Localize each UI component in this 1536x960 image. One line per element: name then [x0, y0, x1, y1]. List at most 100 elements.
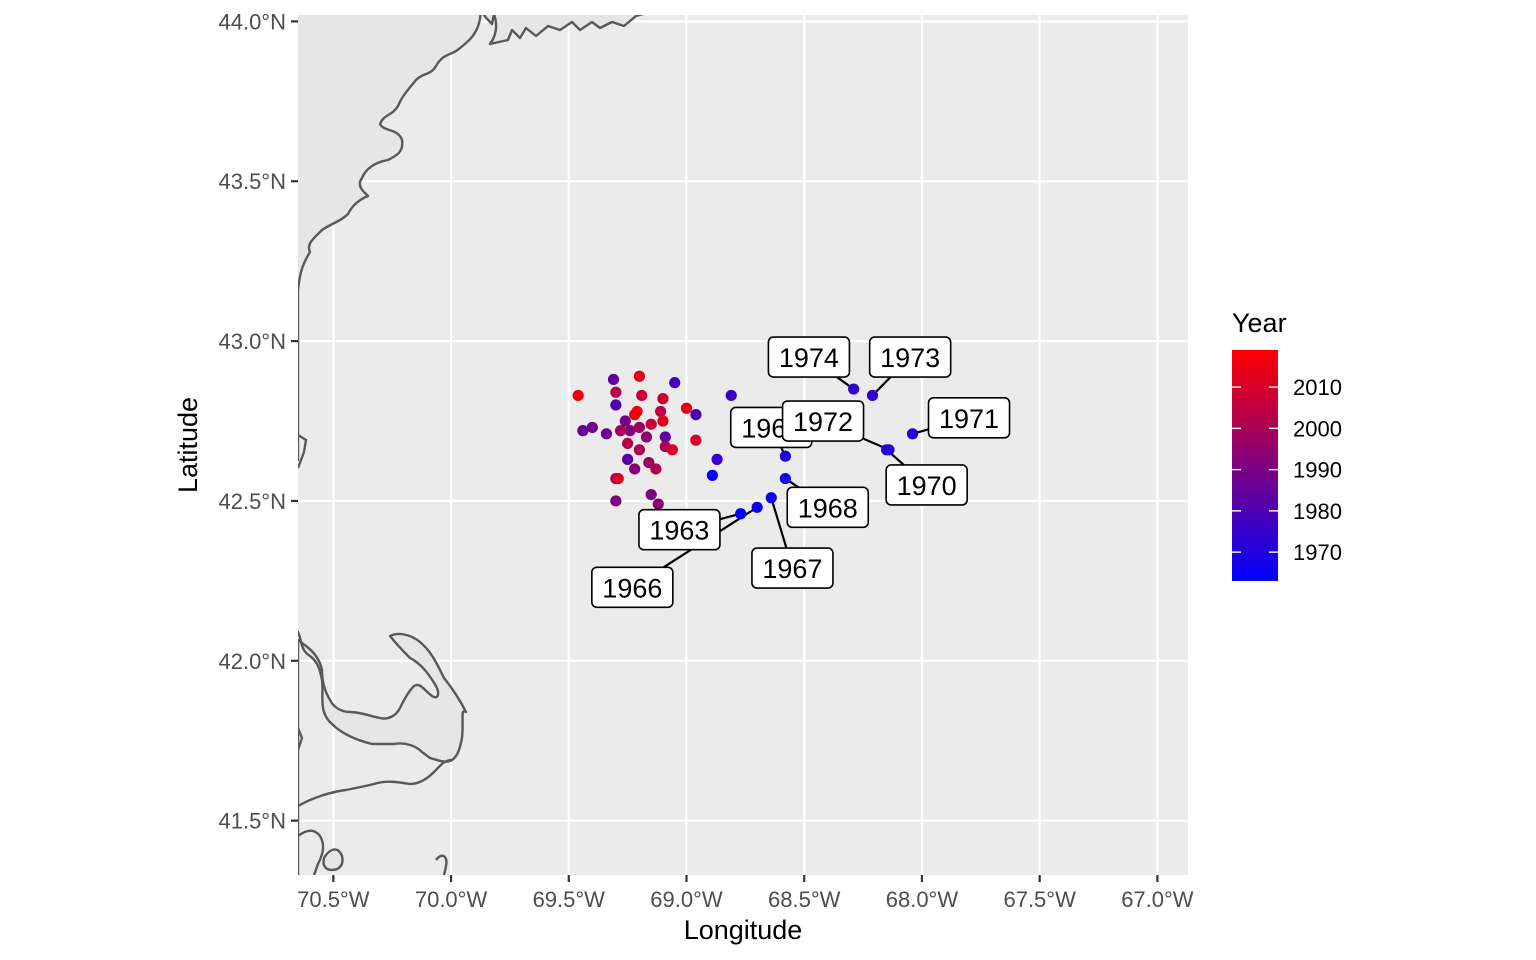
data-point-10 — [706, 469, 718, 481]
year-label-text: 1966 — [602, 573, 662, 603]
data-point-8 — [866, 389, 879, 402]
nh-coast-line — [298, 433, 308, 469]
data-point-46 — [657, 415, 669, 427]
data-point-21 — [586, 421, 598, 434]
data-point-12 — [725, 389, 737, 402]
year-label-text: 1972 — [793, 407, 853, 437]
axes: 70.5°W 70.0°W 69.5°W 69.0°W 68.5°W 68.0°W 67.5… — [218, 9, 1193, 912]
year-label-text: 1963 — [649, 516, 709, 546]
year-label-box — [885, 464, 968, 506]
data-point-26 — [629, 463, 641, 475]
year-label-box — [638, 508, 721, 551]
data-points — [572, 370, 919, 520]
year-label-box — [767, 336, 851, 378]
y-axis-title: Latitude — [173, 397, 203, 493]
data-point-41 — [657, 393, 669, 405]
legend-tick-label: 1970 — [1293, 540, 1342, 565]
year-label-text: 1968 — [798, 493, 858, 523]
data-point-22 — [619, 415, 631, 427]
data-point-4 — [779, 450, 791, 462]
island-coast-0 — [298, 758, 453, 808]
year-label-box — [927, 397, 1011, 439]
coastline-land — [298, 15, 644, 875]
year-label-box — [751, 547, 834, 589]
y-tick-label: 41.5°N — [218, 809, 286, 834]
year-label-1966: 1966 — [591, 566, 674, 609]
year-label-1967: 1967 — [751, 547, 834, 589]
data-point-3 — [779, 472, 791, 485]
island-coast-1 — [298, 829, 325, 875]
island-coast-2 — [322, 848, 344, 872]
year-label-1968: 1968 — [786, 486, 870, 529]
data-point-35 — [650, 463, 662, 475]
data-point-17 — [659, 431, 671, 443]
year-label-text: 1971 — [939, 404, 999, 434]
data-point-7 — [883, 444, 895, 456]
year-label-1972: 1972 — [781, 400, 865, 442]
legend-tick-label: 2000 — [1293, 416, 1342, 441]
year-label-1974: 1974 — [767, 336, 851, 378]
island-coast-3 — [435, 854, 448, 875]
data-point-45 — [633, 370, 646, 382]
data-point-23 — [645, 488, 657, 501]
data-point-40 — [645, 418, 657, 430]
data-point-14 — [690, 409, 702, 421]
legend-tick-label: 2010 — [1293, 375, 1342, 400]
cape-cod-land — [298, 630, 468, 875]
year-label-box — [868, 336, 952, 378]
data-point-38 — [654, 405, 667, 418]
data-point-48 — [572, 389, 584, 402]
data-point-36 — [610, 386, 622, 398]
data-point-15 — [610, 399, 622, 411]
x-tick-label: 67.0°W — [1121, 887, 1194, 912]
y-tick-label: 42.0°N — [218, 649, 286, 674]
year-label-1971: 1971 — [927, 397, 1011, 439]
year-label-box — [591, 566, 674, 609]
data-point-39 — [636, 389, 648, 402]
colorbar-legend: Year 1970 1980 1990 2000 2010 — [1232, 308, 1342, 581]
data-point-11 — [711, 453, 723, 465]
x-axis-title: Longitude — [684, 915, 803, 945]
x-tick-label: 68.0°W — [886, 887, 959, 912]
data-point-37 — [622, 437, 634, 450]
data-point-0 — [735, 508, 747, 520]
year-label-box — [786, 486, 870, 529]
data-point-34 — [633, 444, 646, 456]
data-point-6 — [906, 428, 919, 440]
year-label-1973: 1973 — [868, 336, 952, 378]
colorbar — [1232, 350, 1278, 581]
gridlines — [298, 15, 1188, 875]
data-point-47 — [680, 402, 693, 414]
data-point-28 — [640, 431, 653, 443]
y-tick-label: 44.0°N — [218, 9, 286, 34]
ma-coast-detail — [298, 727, 304, 751]
x-tick-label: 69.0°W — [650, 887, 723, 912]
x-tick-label: 70.0°W — [415, 887, 488, 912]
year-label-text: 1970 — [897, 471, 957, 501]
y-tick-label: 43.0°N — [218, 329, 286, 354]
data-point-24 — [610, 495, 622, 507]
year-label-text: 1973 — [880, 343, 940, 373]
leader-line-1967 — [770, 497, 788, 549]
data-point-50 — [631, 405, 643, 418]
year-label-text: 1974 — [779, 343, 839, 373]
x-tick-label: 68.5°W — [768, 887, 841, 912]
data-point-32 — [614, 425, 627, 437]
data-point-31 — [633, 421, 646, 434]
data-point-19 — [577, 425, 589, 437]
year-label-box — [781, 400, 865, 442]
data-point-20 — [600, 428, 613, 440]
data-point-1 — [751, 501, 763, 513]
x-tick-label: 67.5°W — [1003, 887, 1076, 912]
year-label-1963: 1963 — [638, 508, 721, 551]
data-point-43 — [690, 434, 702, 446]
legend-tick-label: 1990 — [1293, 458, 1342, 483]
data-point-18 — [607, 373, 620, 386]
y-tick-label: 42.5°N — [218, 489, 286, 514]
data-point-13 — [669, 377, 681, 389]
data-point-25 — [624, 425, 636, 437]
data-point-27 — [652, 498, 664, 510]
